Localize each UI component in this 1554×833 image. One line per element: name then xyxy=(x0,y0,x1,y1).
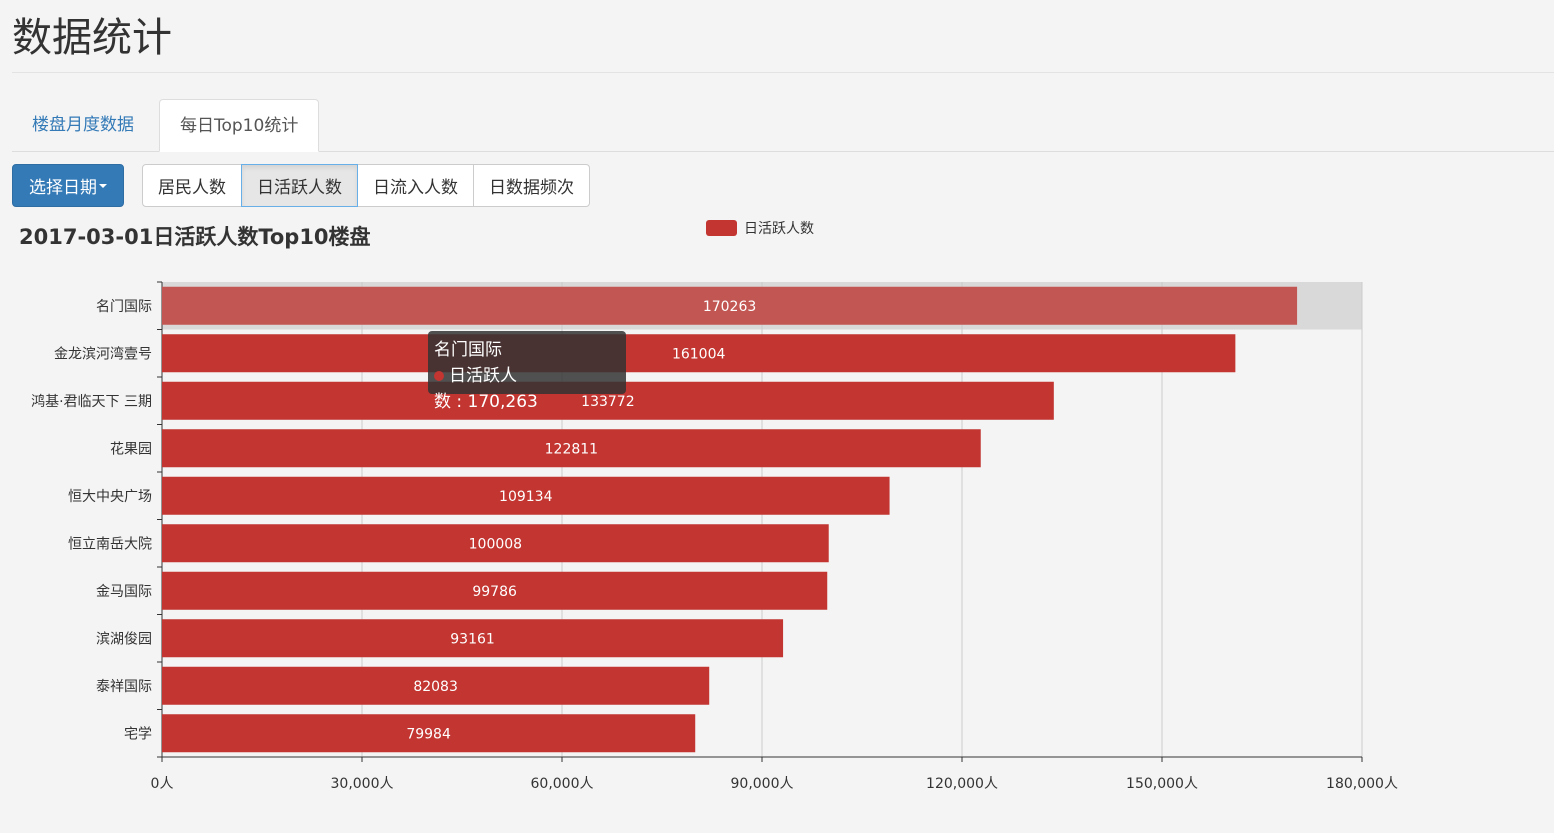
tooltip-title: 名门国际 xyxy=(434,340,502,360)
y-category-label: 恒立南岳大院 xyxy=(68,536,152,552)
legend-swatch xyxy=(706,220,737,236)
y-category-label: 花果园 xyxy=(110,441,152,457)
bar-value-label: 133772 xyxy=(581,394,634,410)
bar-value-label: 161004 xyxy=(672,346,726,362)
x-tick-label: 60,000人 xyxy=(531,776,594,792)
tooltip-series-dot xyxy=(434,371,444,381)
bar-value-label: 109134 xyxy=(499,489,553,505)
tab-bar: 楼盘月度数据 每日Top10统计 xyxy=(12,99,1554,152)
caret-down-icon xyxy=(99,183,107,188)
y-category-label: 金马国际 xyxy=(96,584,152,600)
bar xyxy=(162,429,981,468)
bar-value-label: 79984 xyxy=(406,726,451,742)
y-category-label: 泰祥国际 xyxy=(96,679,152,695)
metric-daily-inflow-button[interactable]: 日流入人数 xyxy=(357,164,474,207)
legend-label: 日活跃人数 xyxy=(744,221,814,237)
tooltip-row: 日活跃人数 : 170,263 xyxy=(434,366,538,412)
metric-residents-button[interactable]: 居民人数 xyxy=(142,164,242,207)
y-category-label: 鸿基·君临天下 三期 xyxy=(31,393,152,410)
x-tick-label: 30,000人 xyxy=(331,776,394,792)
bar-value-label: 99786 xyxy=(472,584,517,600)
x-tick-label: 90,000人 xyxy=(731,776,794,792)
x-tick-label: 120,000人 xyxy=(926,776,998,792)
bar xyxy=(162,524,829,563)
bar xyxy=(162,619,784,658)
bar-value-label: 93161 xyxy=(450,631,495,647)
bar xyxy=(162,476,890,515)
chart-tooltip: 名门国际 日活跃人数 : 170,263 xyxy=(428,331,626,412)
tooltip-value: 170,263 xyxy=(467,392,538,412)
x-tick-label: 180,000人 xyxy=(1326,776,1398,792)
tab-monthly-data[interactable]: 楼盘月度数据 xyxy=(32,115,134,135)
y-category-label: 恒大中央广场 xyxy=(68,489,152,505)
y-category-label: 金龙滨河湾壹号 xyxy=(54,345,152,362)
metric-daily-frequency-button[interactable]: 日数据频次 xyxy=(473,164,590,207)
y-category-label: 宅学 xyxy=(124,726,152,742)
bar-value-label: 82083 xyxy=(413,679,458,695)
bar xyxy=(162,334,1236,373)
bar xyxy=(162,714,696,753)
bar xyxy=(162,286,1298,325)
select-date-button[interactable]: 选择日期 xyxy=(12,164,124,207)
y-category-label: 滨湖俊园 xyxy=(96,631,152,647)
bar-value-label: 122811 xyxy=(545,441,598,457)
page-title: 数据统计 xyxy=(12,15,172,61)
metric-daily-active-button[interactable]: 日活跃人数 xyxy=(241,164,358,207)
chart-title: 2017-03-01日活跃人数Top10楼盘 xyxy=(19,225,371,249)
bar-value-label: 170263 xyxy=(703,299,756,315)
bar-value-label: 100008 xyxy=(469,536,522,552)
metric-button-group: 居民人数 日活跃人数 日流入人数 日数据频次 xyxy=(142,164,590,207)
tab-daily-top10[interactable]: 每日Top10统计 xyxy=(159,99,320,152)
x-tick-label: 150,000人 xyxy=(1126,776,1198,792)
bar xyxy=(162,666,710,705)
y-category-label: 名门国际 xyxy=(96,299,152,315)
x-tick-label: 0人 xyxy=(151,776,174,792)
title-divider xyxy=(12,72,1554,73)
tooltip-series-name: 日活跃人数 xyxy=(434,366,517,412)
bar xyxy=(162,571,828,610)
select-date-label: 选择日期 xyxy=(29,178,97,198)
